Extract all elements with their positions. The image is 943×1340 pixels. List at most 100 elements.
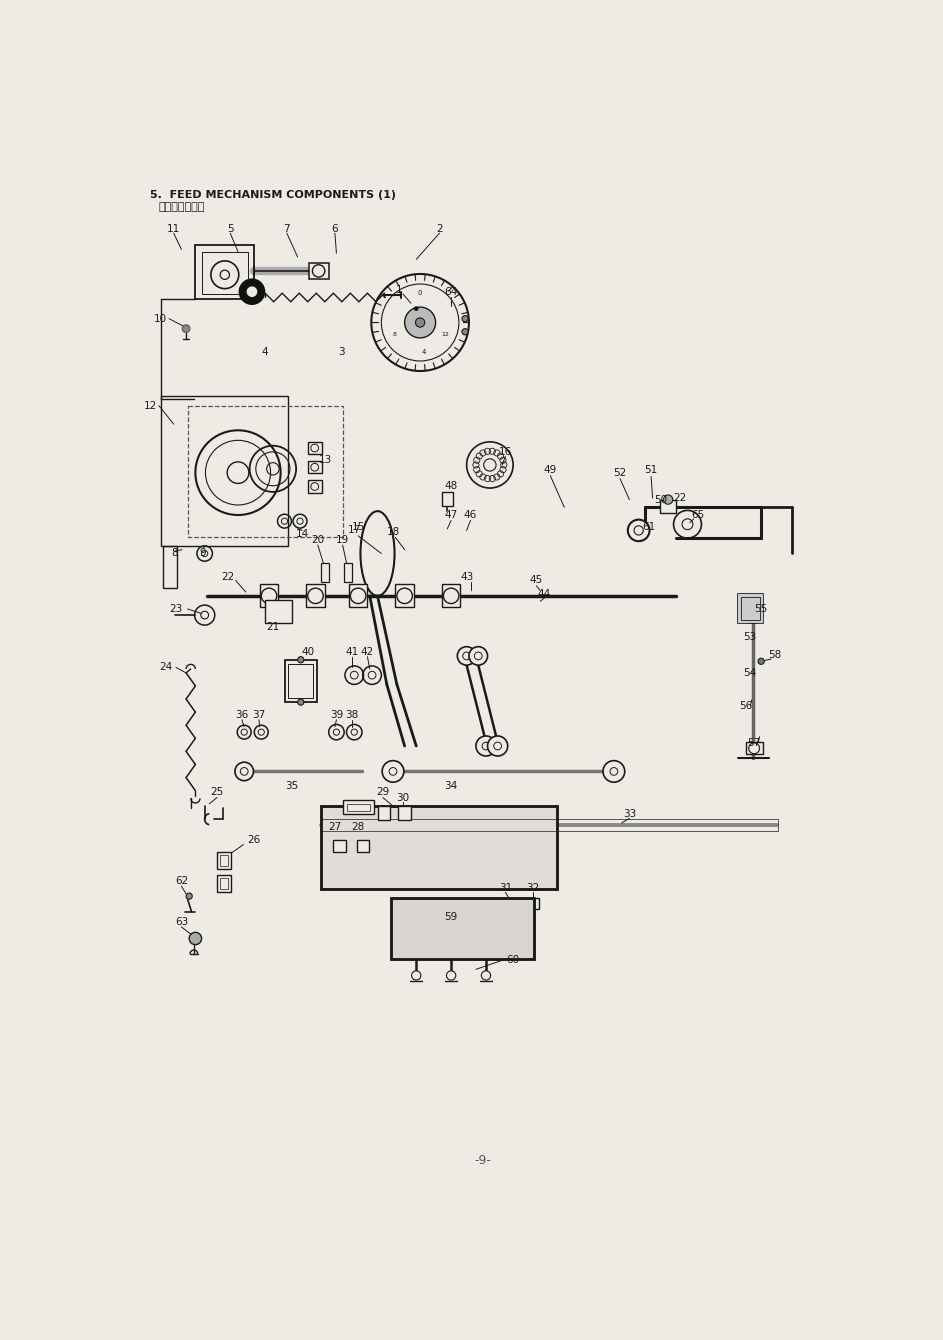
Bar xyxy=(346,804,370,812)
Bar xyxy=(217,852,231,870)
Bar xyxy=(390,898,534,958)
Bar xyxy=(163,545,176,588)
Bar xyxy=(321,563,329,582)
Text: 送り関係（１）: 送り関係（１） xyxy=(158,202,205,212)
Bar xyxy=(321,819,778,831)
Text: 29: 29 xyxy=(376,787,389,797)
Bar xyxy=(202,252,248,293)
Circle shape xyxy=(462,328,468,335)
Text: 42: 42 xyxy=(361,647,374,657)
Bar xyxy=(195,245,254,299)
Text: 19: 19 xyxy=(336,535,349,544)
Circle shape xyxy=(457,647,476,665)
Text: 8: 8 xyxy=(171,548,178,559)
Bar xyxy=(390,898,534,958)
Bar xyxy=(442,492,453,505)
Text: 12: 12 xyxy=(441,331,450,336)
Text: 64: 64 xyxy=(444,287,457,296)
Text: 11: 11 xyxy=(167,224,180,233)
Text: 6: 6 xyxy=(332,224,339,233)
Text: 51: 51 xyxy=(644,465,657,476)
Circle shape xyxy=(476,736,496,756)
Text: 3: 3 xyxy=(338,347,344,356)
Circle shape xyxy=(235,762,254,781)
Text: 55: 55 xyxy=(754,604,768,614)
Text: 46: 46 xyxy=(464,511,477,520)
Text: 21: 21 xyxy=(266,622,279,631)
Circle shape xyxy=(190,933,202,945)
Text: 17: 17 xyxy=(348,525,361,536)
Text: 56: 56 xyxy=(739,701,753,712)
Text: 40: 40 xyxy=(301,647,314,657)
Text: 47: 47 xyxy=(444,511,457,520)
Text: 62: 62 xyxy=(174,876,188,886)
Text: 49: 49 xyxy=(544,465,557,476)
Bar xyxy=(741,596,759,619)
Circle shape xyxy=(488,736,507,756)
Text: 27: 27 xyxy=(328,821,341,832)
Text: 13: 13 xyxy=(319,454,332,465)
Text: 33: 33 xyxy=(622,809,636,819)
Text: 8: 8 xyxy=(392,331,396,336)
Text: 20: 20 xyxy=(311,535,324,544)
Text: -9-: -9- xyxy=(474,1154,491,1167)
Text: 18: 18 xyxy=(387,527,400,537)
Circle shape xyxy=(443,588,459,603)
Text: 43: 43 xyxy=(460,572,473,582)
Text: 52: 52 xyxy=(614,468,627,477)
Text: 24: 24 xyxy=(159,662,173,673)
Bar xyxy=(342,800,373,813)
Text: 15: 15 xyxy=(352,521,365,532)
Circle shape xyxy=(182,324,190,332)
Text: 48: 48 xyxy=(444,481,457,490)
Text: 22: 22 xyxy=(673,493,687,502)
Text: 2: 2 xyxy=(437,224,443,233)
Bar xyxy=(529,898,539,910)
Text: 60: 60 xyxy=(506,955,520,965)
Text: 0: 0 xyxy=(418,291,422,296)
Text: 9: 9 xyxy=(200,548,207,559)
Circle shape xyxy=(411,972,421,980)
Text: 4: 4 xyxy=(422,348,426,355)
Bar xyxy=(377,807,389,820)
Bar xyxy=(309,263,329,279)
Circle shape xyxy=(186,892,192,899)
Text: 7: 7 xyxy=(284,224,290,233)
Text: 28: 28 xyxy=(352,821,365,832)
Text: 30: 30 xyxy=(396,793,409,804)
Text: 31: 31 xyxy=(499,883,512,894)
Bar xyxy=(321,807,557,890)
Text: 5.  FEED MECHANISM COMPONENTS (1): 5. FEED MECHANISM COMPONENTS (1) xyxy=(151,190,396,201)
Bar xyxy=(307,442,322,454)
Text: 12: 12 xyxy=(143,401,157,410)
Text: 65: 65 xyxy=(691,511,704,520)
Text: 63: 63 xyxy=(174,917,188,926)
Text: 54: 54 xyxy=(743,667,756,678)
Circle shape xyxy=(414,307,418,311)
Bar xyxy=(217,875,231,892)
Text: 50: 50 xyxy=(653,494,667,505)
Text: 36: 36 xyxy=(235,710,249,720)
Text: 26: 26 xyxy=(247,835,260,846)
Bar xyxy=(188,406,342,536)
Text: 35: 35 xyxy=(286,781,299,791)
Bar xyxy=(442,584,460,607)
Circle shape xyxy=(758,658,764,665)
Text: 23: 23 xyxy=(170,604,183,614)
Text: 38: 38 xyxy=(345,710,358,720)
Circle shape xyxy=(261,588,276,603)
Circle shape xyxy=(298,699,304,705)
Bar xyxy=(399,807,411,820)
Bar xyxy=(746,742,763,754)
Circle shape xyxy=(351,588,366,603)
Text: 1: 1 xyxy=(396,285,403,295)
Bar xyxy=(220,855,228,866)
Text: 39: 39 xyxy=(330,710,343,720)
Text: 53: 53 xyxy=(743,631,756,642)
Text: 34: 34 xyxy=(444,781,457,791)
Bar xyxy=(307,480,322,493)
Circle shape xyxy=(603,761,624,783)
Bar xyxy=(306,584,324,607)
Text: 25: 25 xyxy=(210,787,223,797)
Circle shape xyxy=(484,458,496,472)
